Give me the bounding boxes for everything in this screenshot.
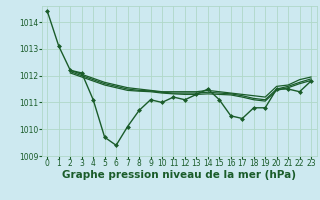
X-axis label: Graphe pression niveau de la mer (hPa): Graphe pression niveau de la mer (hPa) (62, 170, 296, 180)
